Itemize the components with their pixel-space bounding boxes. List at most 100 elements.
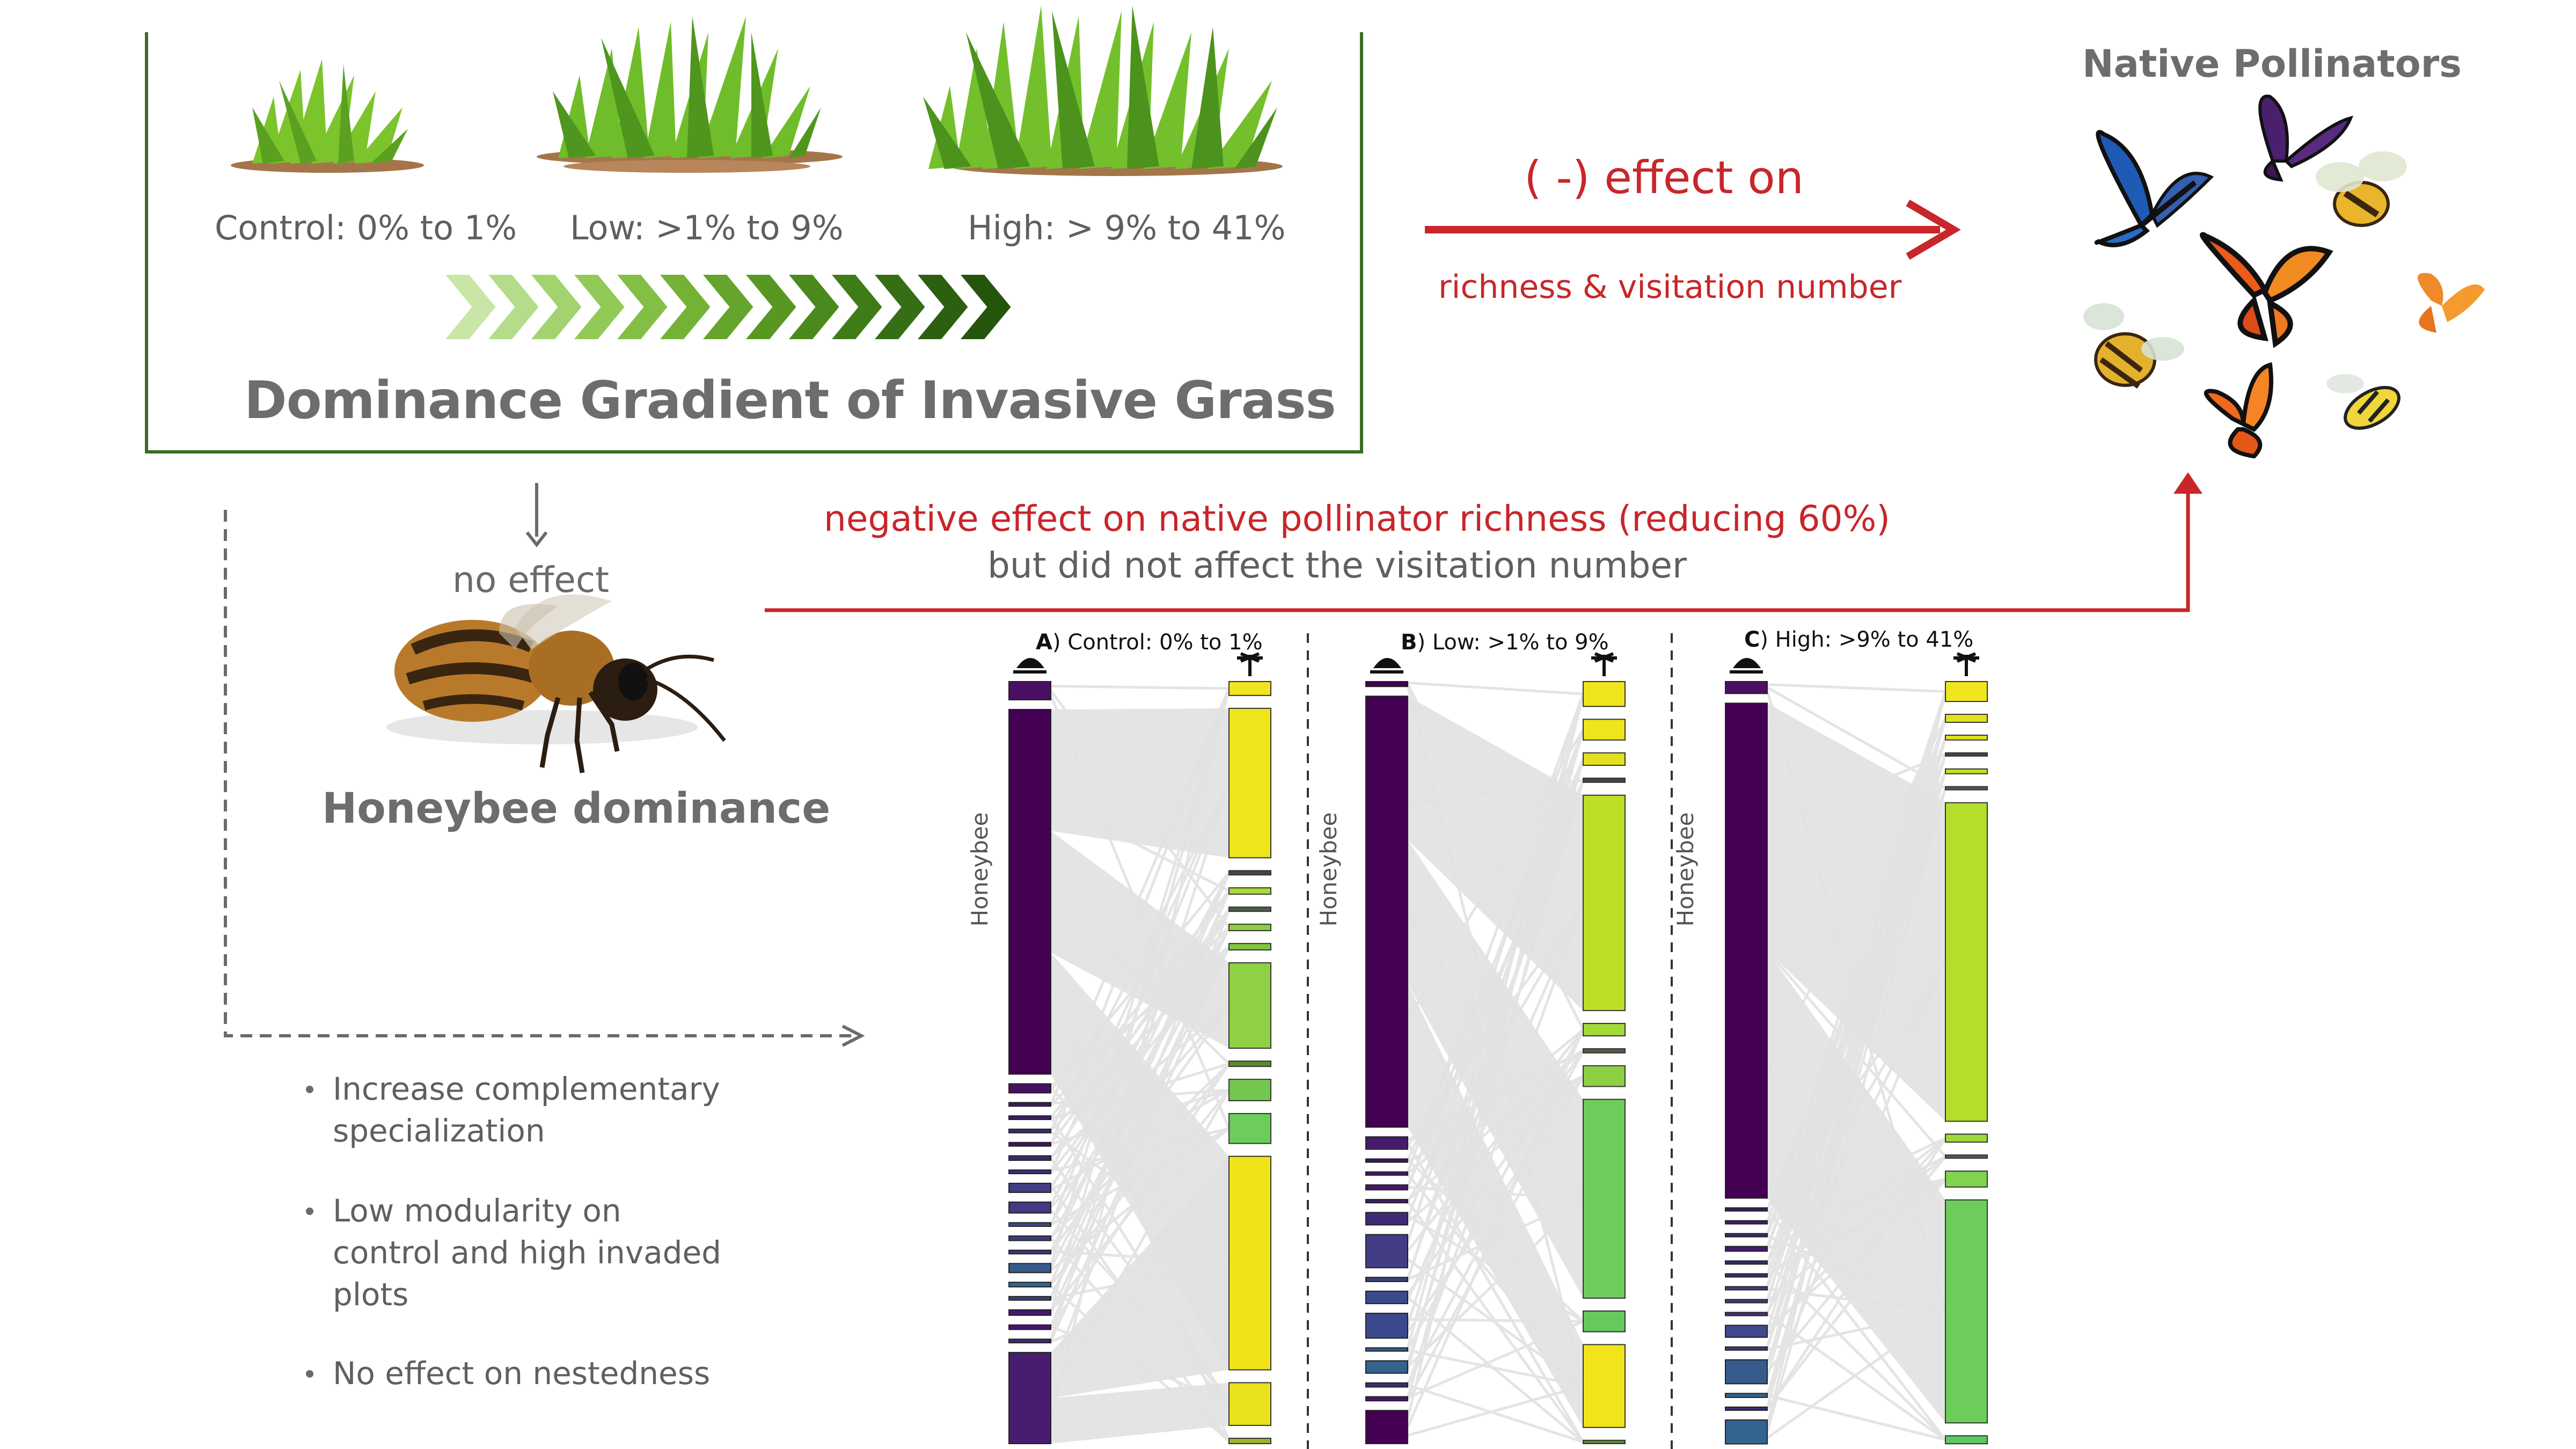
visitation-effect-label: but did not affect the visitation number <box>987 545 1687 586</box>
plant-bar <box>1945 802 1988 1122</box>
plant-bar <box>1228 924 1271 932</box>
pollinator-bar <box>1365 1136 1408 1150</box>
honeybee-axis-label: Honeybee <box>1672 813 1699 927</box>
panel-label: ) Control: 0% to 1% <box>1052 630 1263 655</box>
network-link <box>1407 1296 1584 1443</box>
panel-title: B) Low: >1% to 9% <box>1401 630 1609 655</box>
pollinator-bar <box>1725 1246 1768 1252</box>
bullet-item: Increase complementary specialization <box>333 1068 720 1152</box>
plant-bar <box>1228 1382 1271 1426</box>
pollinator-bar <box>1725 1220 1768 1225</box>
network-dashed-arrow <box>224 510 865 1047</box>
chevron-segment <box>445 275 496 339</box>
grass-low-image <box>537 16 843 173</box>
bullet-item: No effect on nestedness <box>333 1352 710 1394</box>
bullet-item: Low modularity on control and high invad… <box>333 1190 721 1315</box>
bullet-line: No effect on nestedness <box>333 1355 711 1392</box>
richness-arrow <box>765 472 2202 612</box>
pollinator-bar <box>1008 681 1051 700</box>
network-link-major <box>1408 839 1583 1298</box>
pollinator-bar <box>1008 1309 1051 1316</box>
pollinator-bar <box>1008 1083 1051 1094</box>
plant-bar <box>1945 1170 1988 1188</box>
network-link-major <box>1051 1382 1229 1444</box>
pollinator-bar <box>1365 1347 1408 1352</box>
plant-silhouette-icon <box>1953 652 1979 676</box>
pollinator-bar <box>1725 1324 1768 1338</box>
level-control-label: Control: 0% to 1% <box>215 208 517 247</box>
pollinator-bar <box>1365 1313 1408 1339</box>
butterfly-orange-icon <box>2204 362 2273 459</box>
plant-bar <box>1945 1133 1988 1143</box>
pollinator-bar <box>1008 1296 1051 1301</box>
effect-sublabel: richness & visitation number <box>1438 268 1902 306</box>
chevron-segment <box>875 275 925 339</box>
butterfly-blue-icon <box>2094 130 2214 247</box>
gradient-title: Dominance Gradient of Invasive Grass <box>244 370 1336 430</box>
plant-bar <box>1228 870 1271 876</box>
plant-bar <box>1945 786 1988 791</box>
pollinator-bar <box>1008 1129 1051 1133</box>
pollinator-bar <box>1008 1249 1051 1255</box>
panel-title: C) High: >9% to 41% <box>1744 627 1973 652</box>
honeybee-axis-label: Honeybee <box>1315 813 1342 927</box>
plant-bar <box>1945 681 1988 702</box>
bullet-dot <box>306 1370 313 1378</box>
panel-title: A) Control: 0% to 1% <box>1036 630 1263 655</box>
network-link <box>1407 681 1584 696</box>
pollinator-bar <box>1725 1359 1768 1385</box>
pollinator-silhouette-icon <box>1013 658 1046 674</box>
plant-silhouette-icon <box>1237 652 1263 676</box>
honeybee-title: Honeybee dominance <box>322 785 831 833</box>
network-link <box>1407 1349 1584 1388</box>
honeybee-arrow <box>525 483 548 547</box>
plant-bar <box>1228 943 1271 951</box>
chevron-segment <box>703 275 753 339</box>
pollinator-silhouette-icon <box>1370 658 1403 674</box>
pollinator-bar <box>1008 1282 1051 1287</box>
network-link <box>1050 684 1230 690</box>
network-link <box>1767 1394 1946 1441</box>
pollinator-bar <box>1008 1338 1051 1344</box>
plant-bar <box>1945 768 1988 774</box>
bee-icon <box>2316 151 2407 227</box>
pollinator-bar <box>1725 1260 1768 1265</box>
honeybee-image <box>386 594 726 773</box>
pollinator-bar <box>1365 1277 1408 1282</box>
richness-effect-label: negative effect on native pollinator ric… <box>824 498 1891 539</box>
chevron-segment <box>961 275 1011 339</box>
plant-silhouette-icon <box>1591 652 1617 676</box>
plant-bar <box>1228 681 1271 696</box>
pollinator-bar <box>1008 1169 1051 1174</box>
pollinator-bar <box>1008 1115 1051 1121</box>
chevron-segment <box>746 275 796 339</box>
effect-label: ( -) effect on <box>1524 151 1804 204</box>
plant-bar <box>1583 1310 1626 1333</box>
network-link-major <box>1051 708 1229 858</box>
panel-letter: B <box>1401 630 1417 655</box>
pollinator-bar <box>1365 1158 1408 1163</box>
butterfly-purple-icon <box>2258 94 2353 182</box>
bullet-line: control and high invaded <box>333 1234 721 1271</box>
pollinator-bar <box>1365 1171 1408 1176</box>
pollinator-bar <box>1725 1419 1768 1445</box>
network-link <box>1767 683 1946 693</box>
plant-bar <box>1228 1155 1271 1371</box>
chevron-segment <box>918 275 968 339</box>
pollinator-bar <box>1365 681 1408 687</box>
plant-bar <box>1945 1199 1988 1424</box>
plant-bar <box>1583 681 1626 707</box>
network-panel: B) Low: >1% to 9% Honeybee <box>1315 630 1626 1445</box>
network-links <box>1406 681 1585 1444</box>
pollinator-bar <box>1008 1201 1051 1214</box>
pollinator-bar <box>1008 1102 1051 1107</box>
pollinator-bar <box>1725 1312 1768 1316</box>
pollinator-bar <box>1365 1199 1408 1204</box>
pollinator-bar <box>1725 681 1768 694</box>
chevron-segment <box>574 275 625 339</box>
plant-bar <box>1945 1154 1988 1159</box>
bullet-line: specialization <box>333 1113 545 1149</box>
pollinator-bar <box>1008 1222 1051 1227</box>
